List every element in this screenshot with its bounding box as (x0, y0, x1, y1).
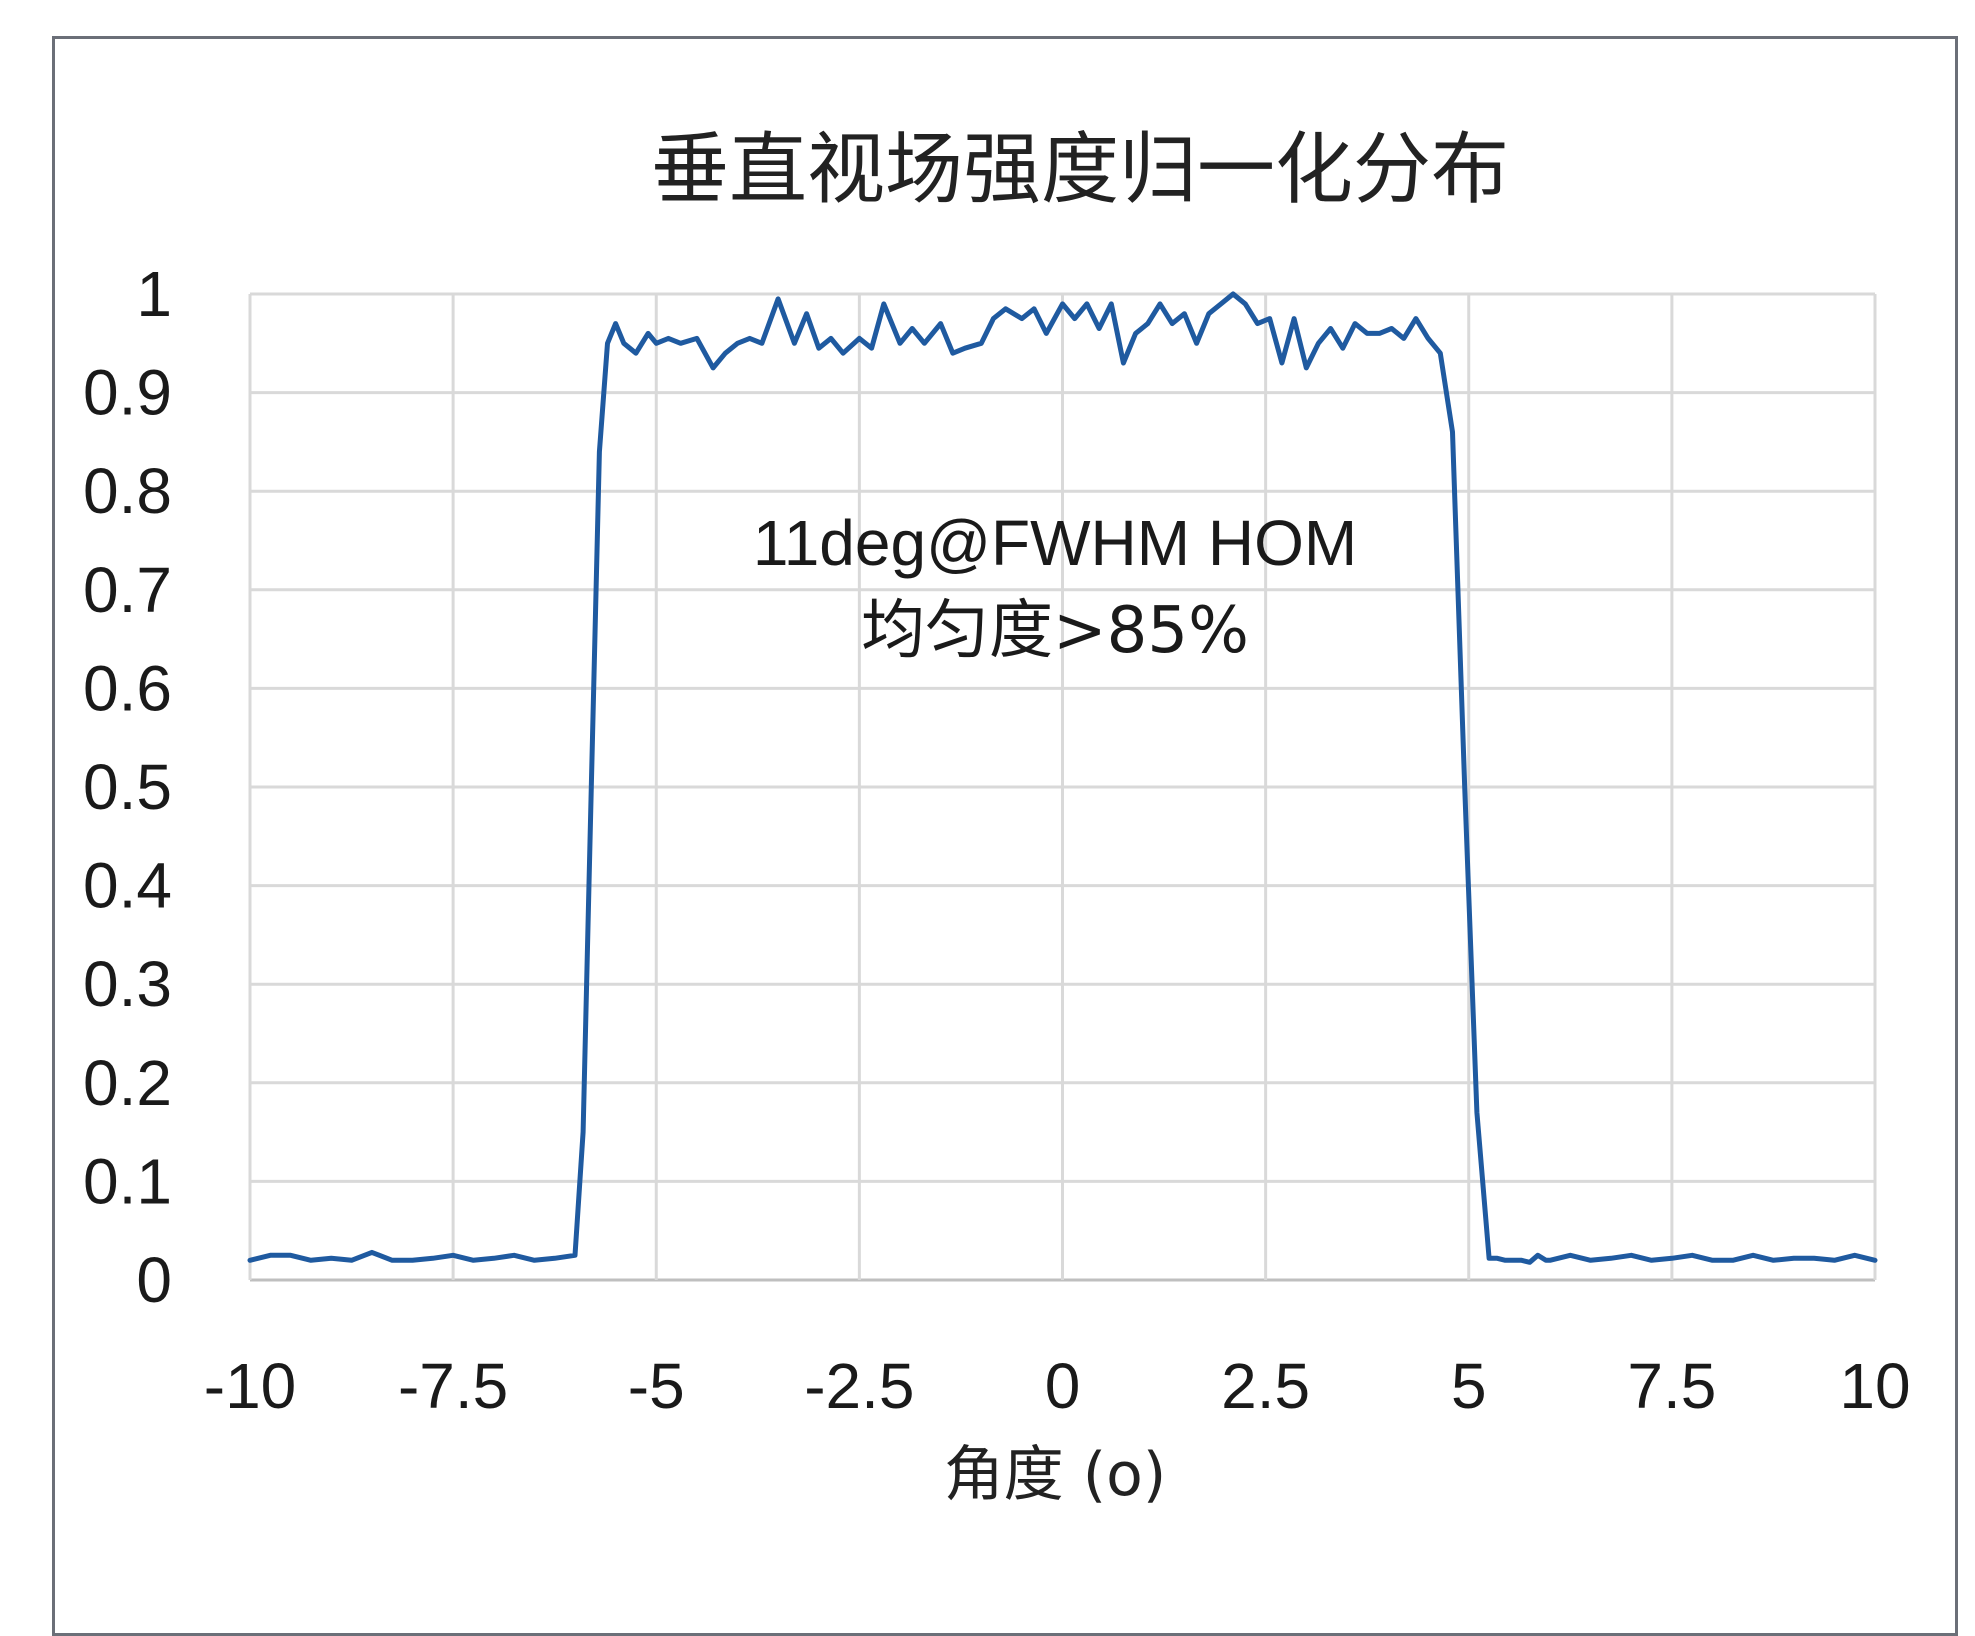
annotation-uniformity: 均匀度>85% (861, 594, 1249, 668)
y-tick-label: 0.6 (83, 652, 172, 724)
y-tick-label: 0.9 (83, 357, 172, 429)
x-tick-label: -7.5 (398, 1350, 508, 1422)
y-tick-label: 0.7 (83, 554, 172, 626)
chart-frame (52, 36, 1958, 1636)
y-tick-label: 0.1 (83, 1145, 172, 1217)
x-tick-label: -2.5 (804, 1350, 914, 1422)
y-tick-label: 0.4 (83, 850, 172, 922)
x-tick-label: 2.5 (1221, 1350, 1310, 1422)
y-tick-label: 1 (136, 258, 172, 330)
y-tick-labels: 0 0.1 0.2 0.3 0.4 0.5 0.6 0.7 0.8 0.9 1 (83, 258, 172, 1316)
x-tick-label: -5 (628, 1350, 685, 1422)
y-tick-label: 0.8 (83, 455, 172, 527)
series (247, 291, 1878, 1265)
x-tick-label: 7.5 (1627, 1350, 1716, 1422)
y-tick-label: 0.3 (83, 948, 172, 1020)
y-tick-label: 0 (136, 1244, 172, 1316)
x-tick-label: 0 (1045, 1350, 1081, 1422)
x-tick-labels: -10 -7.5 -5 -2.5 0 2.5 5 7.5 10 (204, 1350, 1911, 1422)
x-tick-label: 5 (1451, 1350, 1487, 1422)
x-tick-label: 10 (1839, 1350, 1910, 1422)
y-tick-label: 0.2 (83, 1047, 172, 1119)
annotation-fwhm: 11deg@FWHM HOM (753, 507, 1357, 579)
x-tick-label: -10 (204, 1350, 297, 1422)
gridlines (248, 292, 1877, 1282)
y-tick-label: 0.5 (83, 751, 172, 823)
series-line (247, 291, 1878, 1265)
chart-title: 垂直视场强度归一化分布 (651, 125, 1509, 215)
chart: 垂直视场强度归一化分布 0 0.1 0.2 0.3 0.4 0.5 0.6 0.7 0.8 0.9… (83, 125, 1911, 1510)
x-axis-label: 角度 (o) (944, 1440, 1167, 1510)
